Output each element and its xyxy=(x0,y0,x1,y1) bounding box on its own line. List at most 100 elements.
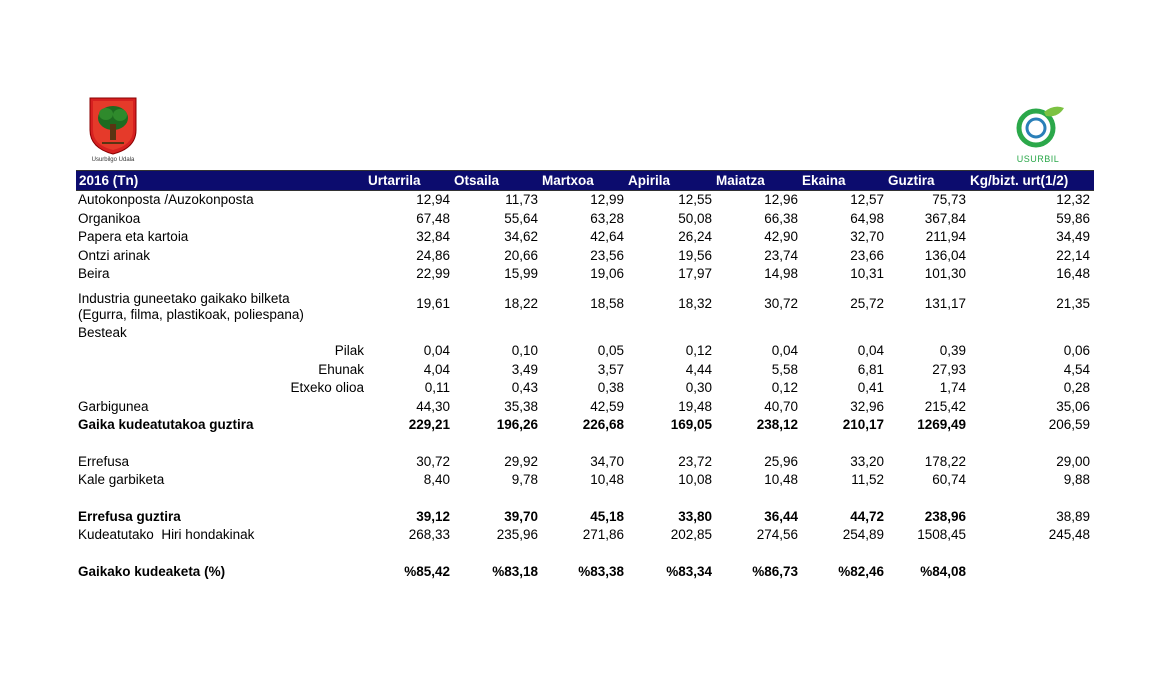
cell: 30,72 xyxy=(764,295,798,311)
cell: 33,80 xyxy=(678,508,712,524)
cell: %83,38 xyxy=(578,563,624,579)
table-row-hiri: Kudeatutako Hiri hondakinak 268,33 235,9… xyxy=(76,526,1094,545)
cell: %83,34 xyxy=(666,563,712,579)
cell: 202,85 xyxy=(670,527,712,542)
industria-line2: (Egurra, filma, plastikoak, poliespana) xyxy=(78,306,304,322)
cell: 18,32 xyxy=(678,295,712,311)
cell: 23,74 xyxy=(764,247,798,263)
header-otsaila: Otsaila xyxy=(452,170,540,191)
cell: 274,56 xyxy=(756,527,798,542)
cell: 12,32 xyxy=(1056,192,1090,207)
cell: 19,06 xyxy=(590,266,624,281)
cell: 211,94 xyxy=(925,229,966,244)
cell: 67,48 xyxy=(416,210,450,226)
cell: 27,93 xyxy=(932,361,966,377)
cell: 6,81 xyxy=(857,361,884,377)
cell: 10,31 xyxy=(850,266,884,281)
row-label: Kudeatutako Hiri hondakinak xyxy=(78,527,255,542)
cell: 63,28 xyxy=(590,210,624,226)
table-header-row: 2016 (Tn) Urtarrila Otsaila Martxoa Apir… xyxy=(76,170,1094,191)
cell: 23,66 xyxy=(850,247,884,263)
row-label: Gaika kudeatutakoa guztira xyxy=(78,417,254,432)
cell: 196,26 xyxy=(496,417,538,432)
cell: 12,96 xyxy=(764,192,798,207)
cell: 1269,49 xyxy=(917,417,966,432)
table-row-sub: Ehunak 4,04 3,49 3,57 4,44 5,58 6,81 27,… xyxy=(76,361,1094,380)
cell: 32,96 xyxy=(850,398,884,414)
cell: 0,06 xyxy=(1063,343,1090,358)
cell: 136,04 xyxy=(924,247,966,263)
cell: 254,89 xyxy=(842,527,884,542)
right-logo-caption: USURBIL xyxy=(1016,154,1060,164)
table-row: Beira 22,99 15,99 19,06 17,97 14,98 10,3… xyxy=(76,265,1094,284)
cell: 101,30 xyxy=(924,266,966,281)
cell: 34,62 xyxy=(504,229,538,244)
cell: 12,57 xyxy=(850,192,884,207)
header-year: 2016 (Tn) xyxy=(76,170,366,191)
cell: 0,11 xyxy=(424,380,450,395)
header-guztira: Guztira xyxy=(886,170,968,191)
cell: 4,54 xyxy=(1063,361,1090,377)
cell: 19,56 xyxy=(678,247,712,263)
table-row-gaika-total: Gaika kudeatutakoa guztira 229,21 196,26… xyxy=(76,416,1094,435)
table-row: Organikoa 67,48 55,64 63,28 50,08 66,38 … xyxy=(76,210,1094,229)
cell: 45,18 xyxy=(590,508,624,524)
cell: 235,96 xyxy=(496,527,538,542)
cell: 169,05 xyxy=(670,417,712,432)
table-row-sub: Pilak 0,04 0,10 0,05 0,12 0,04 0,04 0,39… xyxy=(76,342,1094,361)
cell: 42,64 xyxy=(590,229,624,244)
cell: 59,86 xyxy=(1056,210,1090,226)
cell: 245,48 xyxy=(1048,527,1090,542)
cell: 35,38 xyxy=(504,398,538,414)
cell: 131,17 xyxy=(924,295,966,311)
cell: 39,70 xyxy=(504,508,538,524)
cell: 11,73 xyxy=(505,192,538,207)
header-apirila: Apirila xyxy=(626,170,714,191)
cell: 32,70 xyxy=(850,229,884,244)
cell: 12,55 xyxy=(678,192,712,207)
table-row-gaikako-pct: Gaikako kudeaketa (%) %85,42 %83,18 %83,… xyxy=(76,563,1094,582)
cell: 3,57 xyxy=(597,361,624,377)
row-label: Gaikako kudeaketa (%) xyxy=(78,563,226,579)
usurbil-logo: USURBIL xyxy=(1008,100,1068,166)
cell: 4,04 xyxy=(423,361,450,377)
row-label: Errefusa xyxy=(78,453,130,469)
cell: 25,72 xyxy=(850,295,884,311)
cell: 36,44 xyxy=(764,508,798,524)
cell: 0,12 xyxy=(771,380,798,395)
cell: 1508,45 xyxy=(917,527,966,542)
table-row: Ontzi arinak 24,86 20,66 23,56 19,56 23,… xyxy=(76,247,1094,266)
cell: 178,22 xyxy=(924,453,966,469)
cell: 12,94 xyxy=(416,192,450,207)
cell: 210,17 xyxy=(842,417,884,432)
cell: 9,88 xyxy=(1063,472,1090,487)
cell: 11,52 xyxy=(851,472,884,487)
table-row-errefusa-total: Errefusa guztira 39,12 39,70 45,18 33,80… xyxy=(76,508,1094,527)
cell: 0,38 xyxy=(597,380,624,395)
cell: 14,98 xyxy=(764,266,798,281)
cell: 268,33 xyxy=(408,527,450,542)
row-label-pilak: Pilak xyxy=(334,343,364,358)
cell: 29,00 xyxy=(1056,453,1090,469)
cell: 42,90 xyxy=(764,229,798,244)
header-ekaina: Ekaina xyxy=(800,170,886,191)
cell: 10,08 xyxy=(678,472,712,487)
cell: 0,12 xyxy=(685,343,712,358)
cell: 10,48 xyxy=(590,472,624,487)
cell: 22,99 xyxy=(416,266,450,281)
cell: 32,84 xyxy=(416,229,450,244)
cell: 25,96 xyxy=(764,453,798,469)
cell: 66,38 xyxy=(764,210,798,226)
cell: 55,64 xyxy=(504,210,538,226)
cell: 0,30 xyxy=(685,380,712,395)
cell xyxy=(968,563,1094,582)
cell: 34,49 xyxy=(1056,229,1090,244)
cell: 0,10 xyxy=(511,343,538,358)
cell: 1,74 xyxy=(939,380,966,395)
cell: 19,48 xyxy=(678,398,712,414)
header-urtarrila: Urtarrila xyxy=(366,170,452,191)
cell: 271,86 xyxy=(582,527,624,542)
cell: 4,44 xyxy=(685,361,712,377)
cell: %84,08 xyxy=(920,563,966,579)
